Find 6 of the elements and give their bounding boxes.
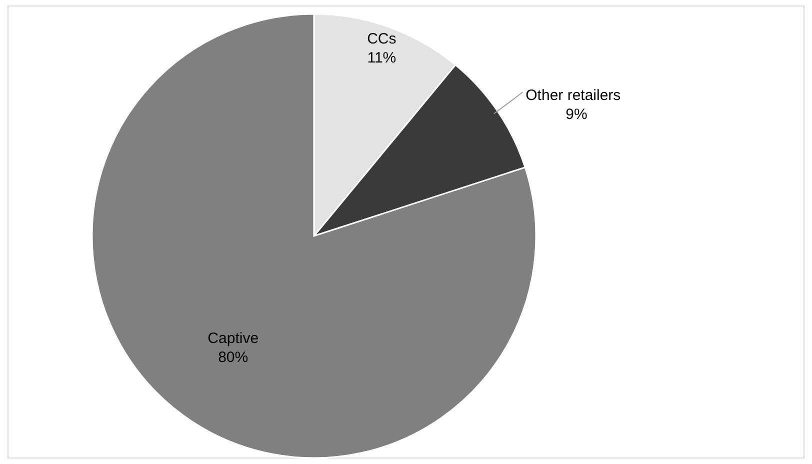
data-label: 80% xyxy=(218,348,248,366)
slice-label: CCs xyxy=(367,30,396,48)
slice-label: Other retailers xyxy=(526,86,621,104)
data-label: 9% xyxy=(566,106,588,123)
slice-label: Captive xyxy=(208,330,259,347)
data-label: 11% xyxy=(367,50,396,67)
